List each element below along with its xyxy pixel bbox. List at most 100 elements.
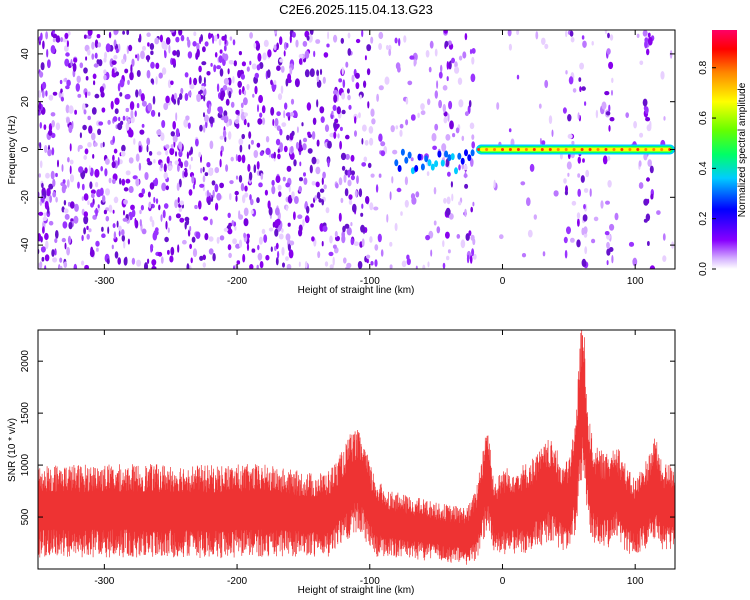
spectrogram-cell — [609, 117, 615, 122]
spectrogram-cell — [563, 178, 567, 184]
spectrogram-cell — [91, 107, 97, 115]
spectrogram-cell — [61, 164, 64, 172]
spectrogram-cell — [336, 106, 341, 115]
spectrogram-cell — [160, 162, 163, 169]
spectrogram-cell — [239, 144, 243, 153]
spectrogram-cell — [138, 192, 144, 198]
spectrogram-cell — [606, 260, 609, 266]
spectrogram-cell — [189, 164, 192, 170]
spectrogram-cell — [114, 97, 120, 106]
spectrogram-cell — [94, 52, 98, 59]
spectrogram-cell — [424, 155, 429, 163]
spectrogram-cell — [192, 248, 198, 258]
spectrogram-cell — [212, 34, 215, 44]
spectrogram-cell — [214, 52, 218, 58]
spectrogram-cell — [565, 70, 568, 75]
spectrogram-cell — [591, 41, 594, 46]
spectrogram-cell — [341, 92, 346, 100]
spectrogram-cell — [154, 37, 160, 45]
spectrogram-cell — [263, 234, 268, 243]
spectrogram-cell — [284, 102, 288, 110]
spectrogram-cell — [104, 168, 108, 177]
spectrogram-cell — [426, 171, 430, 177]
spectrogram-cell — [368, 125, 374, 134]
spectrogram-cell — [198, 151, 202, 158]
spectrogram-cell — [73, 263, 78, 269]
spectrogram-cell — [385, 45, 389, 50]
spectrogram-cell — [649, 165, 654, 174]
spectrogram-cell — [283, 110, 286, 119]
spectrogram-cell — [344, 223, 350, 229]
spectrogram-cell — [347, 179, 352, 187]
spectrogram-cell — [251, 63, 257, 70]
spectrogram-cell — [388, 48, 392, 57]
spectrogram-cell — [39, 71, 44, 78]
spectrogram-cell — [287, 243, 291, 252]
spectrogram-cell — [311, 131, 316, 140]
spectrogram-cell — [68, 221, 73, 230]
spectrogram-cell — [128, 186, 134, 193]
spectrogram-cell — [250, 139, 254, 145]
spectrogram-cell — [458, 99, 464, 108]
spectrogram-cell — [119, 92, 123, 97]
spectrogram-cell — [213, 64, 217, 73]
spectrogram-cell — [420, 110, 426, 116]
spectrogram-cell — [100, 166, 103, 172]
spectrogram-cell — [177, 197, 180, 204]
spectrogram-cell — [274, 118, 279, 127]
spectrogram-cell — [187, 229, 191, 237]
snr-x-ticks: -300 -200 -100 0 100 — [94, 330, 644, 587]
spectrogram-cell — [159, 34, 163, 43]
spectrogram-cell — [578, 77, 582, 82]
spectrogram-cell — [332, 256, 335, 266]
spectrogram-cell — [65, 52, 70, 57]
spectrogram-cell — [121, 234, 126, 242]
spectrogram-cell — [279, 58, 284, 63]
spectrogram-cell — [200, 167, 203, 174]
spectrogram-cell — [83, 215, 89, 225]
spectrogram-cell — [285, 205, 288, 212]
spectrogram-cell — [347, 169, 351, 178]
spectrogram-cell — [150, 109, 156, 117]
signal-peak — [508, 148, 512, 151]
spectrogram-cell — [647, 159, 652, 167]
spectrogram-cell — [128, 157, 134, 164]
spectrogram-cell — [443, 116, 448, 124]
spectrogram-cell — [644, 37, 649, 43]
spectrogram-cell — [591, 238, 596, 244]
spectrogram-cell — [59, 265, 63, 269]
spectrogram-cell — [339, 140, 342, 150]
signal-peak — [652, 148, 656, 151]
spectrogram-cell — [150, 61, 155, 69]
spectrogram-cell — [177, 158, 182, 166]
spectrogram-cell — [204, 41, 209, 47]
spectrogram-cell — [325, 207, 330, 214]
spectrogram-cell — [72, 62, 77, 72]
spectrogram-cell — [303, 172, 306, 177]
spectrogram-cell — [257, 104, 259, 113]
spectrogram-x-label: Height of straight line (km) — [298, 285, 415, 296]
spectrogram-cell — [346, 88, 350, 94]
spectrogram-cell — [251, 248, 256, 253]
spectrogram-cell — [164, 236, 169, 243]
spectrogram-cell — [449, 120, 454, 130]
spectrogram-cell — [96, 59, 100, 65]
spectrogram-cell — [44, 200, 49, 210]
spectrogram-cell — [111, 72, 117, 78]
spectrogram-cell — [307, 131, 311, 136]
spectrogram-cell — [242, 253, 246, 263]
spectrogram-cell — [154, 227, 159, 232]
spectrogram-cell — [215, 202, 219, 211]
spectrogram-cell — [576, 212, 581, 220]
spectrogram-cell — [139, 209, 142, 215]
spectrogram-cell — [461, 135, 465, 141]
spectrogram-cell — [449, 60, 452, 69]
spectrogram-cell — [131, 257, 136, 265]
spectrogram-cell — [273, 44, 277, 51]
spectrogram-cell — [216, 236, 220, 244]
spectrogram-cell — [209, 116, 214, 124]
spectrogram-cell — [101, 226, 104, 232]
spectrogram-cell — [55, 230, 59, 239]
spectrogram-cell — [366, 254, 371, 259]
